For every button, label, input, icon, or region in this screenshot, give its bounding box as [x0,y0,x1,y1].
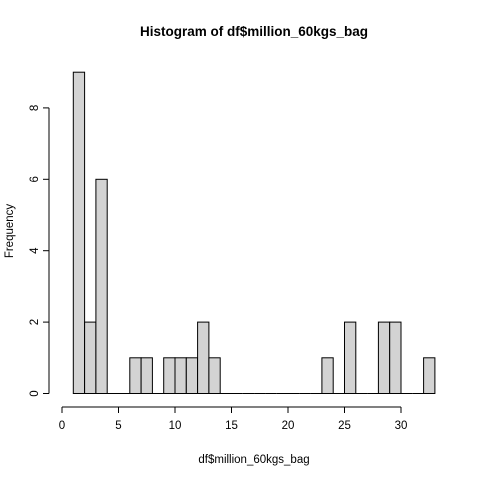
histogram-bar-22 [321,357,334,394]
x-axis: 0 5 10 15 20 25 30 [59,406,408,432]
histogram-bar-9 [174,357,187,394]
histogram-bar-6 [140,357,153,394]
x-tick-label: 15 [225,420,238,432]
y-axis-label: Frequency [4,204,16,259]
histogram-bar-24 [344,321,357,395]
histogram-bar-31 [423,357,436,394]
x-tick-label: 25 [338,420,351,432]
x-tick-label: 5 [115,420,121,432]
bars-layer [72,71,436,395]
x-tick-label: 0 [59,420,65,432]
chart-title: Histogram of df$million_60kgs_bag [140,24,368,39]
histogram-bar-10 [185,357,199,394]
histogram-bar-28 [389,321,402,395]
histogram-bar-12 [208,357,221,394]
histogram-bar-11 [197,321,210,395]
y-tick-label: 4 [29,247,41,254]
x-tick-label: 30 [395,420,408,432]
histogram-bar-5 [129,357,142,394]
histogram-bar-2 [95,178,108,394]
y-tick-label: 2 [29,319,41,325]
histogram-bar-8 [163,357,176,394]
x-tick-label: 20 [282,420,295,432]
y-tick-label: 8 [29,105,41,111]
x-axis-label: df$million_60kgs_bag [198,454,309,466]
histogram-bar-1 [84,321,97,395]
x-tick-label: 10 [169,420,182,432]
y-tick-label: 6 [29,176,41,182]
y-axis: 0 2 4 6 8 [29,105,50,397]
histogram-bar-27 [377,321,391,395]
histogram-bar-0 [72,71,86,394]
y-tick-label: 0 [29,390,41,396]
